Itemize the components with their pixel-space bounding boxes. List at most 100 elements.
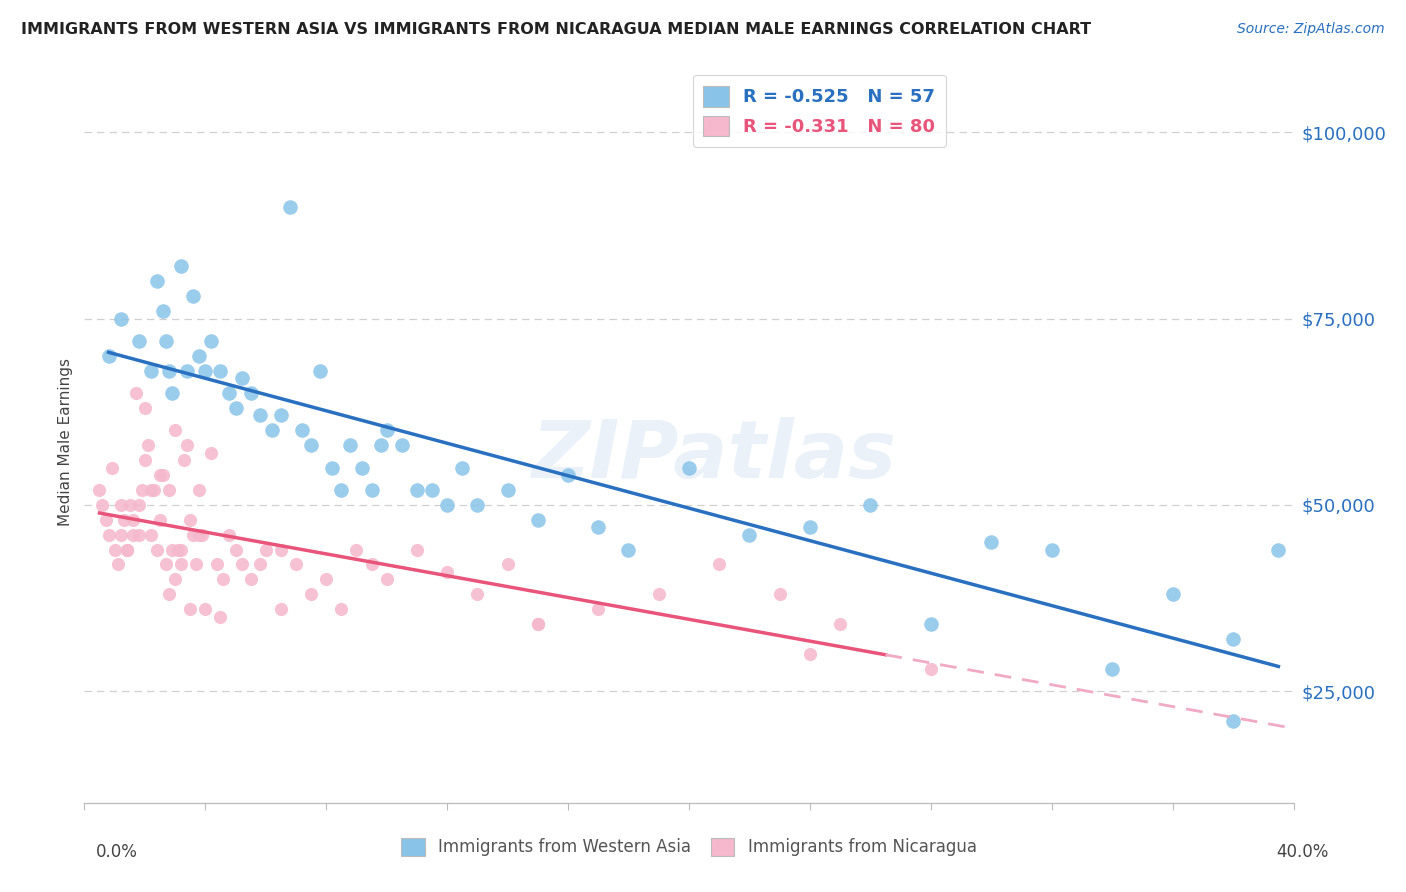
- Point: [136, 438, 159, 452]
- Point: [212, 572, 235, 586]
- Point: [89, 483, 111, 497]
- Point: [200, 334, 222, 348]
- Point: [330, 602, 353, 616]
- Point: [231, 558, 253, 572]
- Point: [467, 498, 489, 512]
- Point: [406, 483, 429, 497]
- Point: [260, 423, 283, 437]
- Point: [527, 617, 550, 632]
- Point: [496, 558, 519, 572]
- Text: 0.0%: 0.0%: [96, 843, 138, 861]
- Point: [152, 304, 174, 318]
- Point: [179, 513, 201, 527]
- Point: [270, 602, 292, 616]
- Point: [176, 364, 198, 378]
- Point: [97, 527, 120, 541]
- Text: 40.0%: 40.0%: [1277, 843, 1329, 861]
- Point: [200, 446, 222, 460]
- Point: [467, 587, 489, 601]
- Point: [360, 483, 382, 497]
- Point: [209, 609, 232, 624]
- Point: [299, 587, 322, 601]
- Point: [249, 558, 271, 572]
- Point: [406, 542, 429, 557]
- Point: [112, 513, 135, 527]
- Point: [299, 438, 322, 452]
- Point: [157, 483, 180, 497]
- Point: [291, 423, 314, 437]
- Point: [527, 617, 550, 632]
- Point: [179, 602, 201, 616]
- Point: [142, 483, 165, 497]
- Point: [152, 468, 174, 483]
- Point: [157, 364, 180, 378]
- Point: [194, 364, 217, 378]
- Point: [186, 558, 208, 572]
- Point: [107, 558, 129, 572]
- Point: [738, 527, 761, 541]
- Point: [104, 542, 127, 557]
- Point: [176, 438, 198, 452]
- Point: [146, 274, 169, 288]
- Point: [254, 542, 277, 557]
- Point: [270, 409, 292, 423]
- Point: [115, 542, 138, 557]
- Point: [315, 572, 337, 586]
- Point: [155, 334, 177, 348]
- Point: [94, 513, 117, 527]
- Point: [97, 349, 120, 363]
- Point: [134, 453, 156, 467]
- Point: [370, 438, 392, 452]
- Point: [188, 483, 211, 497]
- Point: [285, 558, 308, 572]
- Point: [231, 371, 253, 385]
- Point: [139, 527, 162, 541]
- Point: [588, 602, 610, 616]
- Point: [134, 401, 156, 415]
- Text: Source: ZipAtlas.com: Source: ZipAtlas.com: [1237, 22, 1385, 37]
- Point: [309, 364, 332, 378]
- Point: [270, 542, 292, 557]
- Point: [170, 542, 193, 557]
- Point: [436, 565, 458, 579]
- Point: [330, 483, 353, 497]
- Point: [588, 520, 610, 534]
- Point: [980, 535, 1002, 549]
- Point: [225, 401, 247, 415]
- Point: [1267, 542, 1289, 557]
- Point: [375, 423, 398, 437]
- Point: [218, 527, 240, 541]
- Point: [360, 558, 382, 572]
- Point: [617, 542, 640, 557]
- Point: [170, 260, 193, 274]
- Point: [339, 438, 361, 452]
- Point: [110, 527, 132, 541]
- Point: [125, 386, 148, 401]
- Point: [128, 334, 150, 348]
- Point: [146, 542, 169, 557]
- Point: [451, 460, 474, 475]
- Point: [769, 587, 792, 601]
- Point: [165, 423, 187, 437]
- Point: [799, 520, 821, 534]
- Point: [209, 364, 232, 378]
- Point: [527, 513, 550, 527]
- Legend: Immigrants from Western Asia, Immigrants from Nicaragua: Immigrants from Western Asia, Immigrants…: [395, 831, 983, 863]
- Point: [131, 483, 153, 497]
- Y-axis label: Median Male Earnings: Median Male Earnings: [58, 358, 73, 525]
- Point: [149, 513, 172, 527]
- Point: [160, 386, 183, 401]
- Point: [139, 483, 162, 497]
- Point: [149, 468, 172, 483]
- Point: [1101, 662, 1123, 676]
- Point: [249, 409, 271, 423]
- Point: [218, 386, 240, 401]
- Point: [110, 498, 132, 512]
- Point: [225, 542, 247, 557]
- Point: [157, 587, 180, 601]
- Point: [436, 498, 458, 512]
- Point: [170, 558, 193, 572]
- Text: ZIPatlas: ZIPatlas: [530, 417, 896, 495]
- Point: [557, 468, 579, 483]
- Point: [375, 572, 398, 586]
